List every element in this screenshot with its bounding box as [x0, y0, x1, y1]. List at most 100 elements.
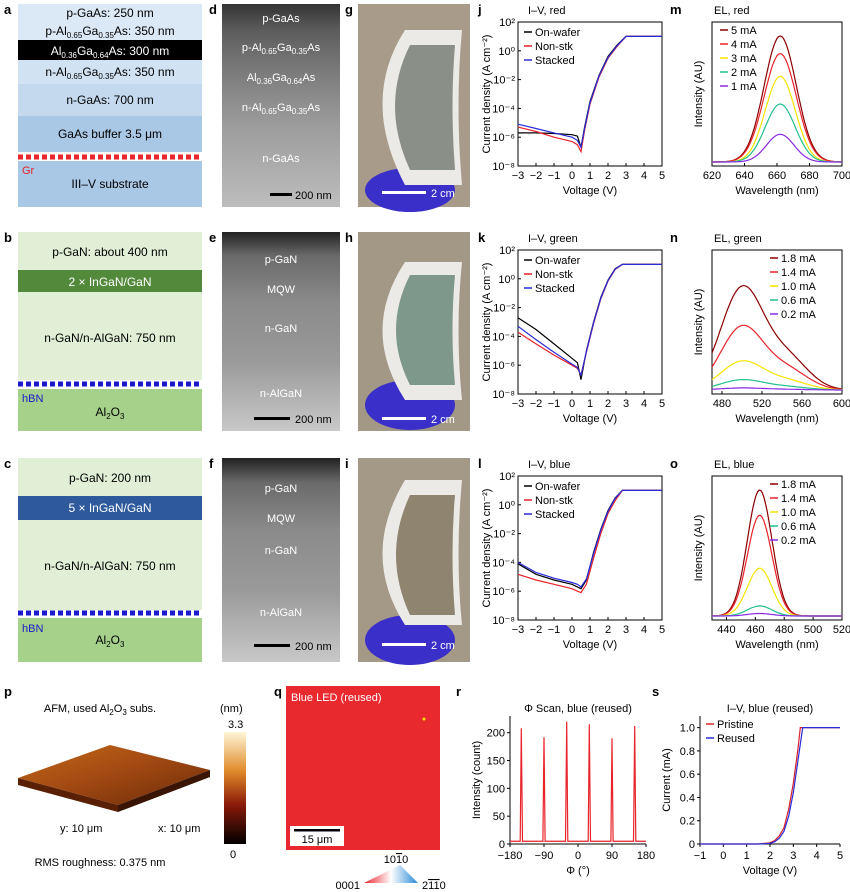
layer-algaas-active: [18, 40, 202, 60]
y-tick-label: 100: [487, 783, 505, 795]
panel-h: h 2 cm: [345, 230, 470, 431]
panel-letter-p: p: [4, 684, 12, 699]
x-tick-label: −1: [548, 398, 561, 410]
legend-label: 0.2 mA: [781, 309, 817, 321]
layer-label: 2 × InGaN/GaN: [68, 275, 151, 289]
y-tick-label: 0.6: [680, 769, 695, 781]
x-tick-label: 0: [569, 170, 575, 182]
layer-label: n-GaN/n-AlGaN: 750 nm: [44, 331, 175, 345]
scale-bar: [294, 829, 340, 832]
x-tick-label: 620: [703, 170, 721, 182]
el-spectrum: [712, 612, 842, 617]
scale-bar-label: 2 cm: [431, 640, 455, 652]
sem-label: p-GaAs: [262, 13, 300, 25]
panel-i: i 2 cm: [345, 456, 470, 665]
x-tick-label: 1: [744, 850, 750, 862]
chart-title: I–V, blue: [528, 459, 570, 471]
ebsd-spot: [422, 717, 426, 721]
el-spectrum: [711, 387, 842, 391]
scale-bar: [382, 643, 426, 646]
scale-bar-label: 200 nm: [295, 641, 332, 653]
x-axis-label: Wavelength (nm): [735, 185, 818, 197]
led-wafer: [396, 275, 455, 385]
x-tick-label: 520: [753, 398, 771, 410]
y-tick-label: 10⁻⁸: [492, 161, 515, 173]
x-axis-label: Voltage (V): [563, 639, 617, 651]
y-axis-label: Intensity (AU): [693, 515, 705, 582]
x-tick-label: 480: [775, 624, 793, 636]
x-tick-label: 480: [713, 398, 731, 410]
layer-label: Al0.36Ga0.64As: 300 nm: [51, 44, 170, 60]
afm-surface: [18, 745, 210, 805]
x-tick-label: 3: [790, 850, 796, 862]
series-line-non-stk: [517, 489, 662, 594]
legend-label: On-wafer: [535, 27, 581, 39]
layer-label: p-GaN: about 400 nm: [52, 245, 167, 259]
ipf-label-left: 0001: [336, 880, 360, 892]
y-tick-label: 10²: [499, 245, 515, 257]
y-axis-label: Current (mA): [661, 748, 673, 812]
y-tick-label: 10⁻⁶: [492, 360, 515, 372]
scale-bar-label: 2 cm: [431, 414, 455, 426]
ebsd-title: Blue LED (reused): [291, 692, 382, 704]
x-tick-label: 440: [717, 624, 735, 636]
legend-label: Reused: [717, 733, 755, 745]
chart-title: I–V, blue (reused): [727, 703, 813, 715]
led-wafer: [395, 45, 455, 170]
legend-label: 2 mA: [731, 67, 757, 79]
x-tick-label: −3: [512, 398, 525, 410]
layer-label: 5 × InGaN/GaN: [68, 501, 151, 515]
x-tick-label: 660: [768, 170, 786, 182]
x-tick-label: 680: [800, 170, 818, 182]
legend-label: 1.0 mA: [781, 507, 817, 519]
sem-label: n-GaN: [265, 323, 297, 335]
scale-bar: [270, 193, 292, 196]
panel-g: g 2 cm: [345, 2, 470, 212]
panel-letter-q: q: [274, 684, 282, 699]
x-tick-label: 0: [720, 850, 726, 862]
el-spectrum: [712, 103, 842, 163]
x-tick-label: 1: [587, 170, 593, 182]
panel-letter-b: b: [4, 230, 12, 245]
chart-title: I–V, green: [528, 233, 578, 245]
panel-letter-r: r: [456, 684, 461, 699]
panel-f: f p-GaN MQW n-GaN n-AlGaN 200 nm: [209, 456, 340, 662]
x-tick-label: 500: [804, 624, 822, 636]
el-chart-green: EL, green 480 520 560 600 Wavelength (nm) Inte…: [693, 233, 850, 425]
x-tick-label: 5: [659, 170, 665, 182]
chart-title: EL, red: [714, 5, 749, 17]
series-line-reused: [700, 727, 840, 845]
legend-label: 0.6 mA: [781, 521, 817, 533]
chart-title: EL, green: [714, 233, 762, 245]
chart-title: EL, blue: [714, 459, 754, 471]
el-spectrum: [712, 133, 842, 163]
x-tick-label: 3: [623, 624, 629, 636]
layer-p-gaas: [18, 4, 202, 22]
x-tick-label: 4: [641, 624, 647, 636]
el-spectrum: [711, 285, 843, 390]
y-axis-label: Current density (A cm⁻²): [481, 489, 493, 608]
panel-letter-g: g: [345, 2, 353, 17]
y-tick-label: 10⁻²: [493, 529, 515, 541]
legend-label: 0.6 mA: [781, 295, 817, 307]
legend-label: 4 mA: [731, 39, 757, 51]
layer-p-gan: [18, 458, 202, 496]
el-chart-red: EL, red 620 640 660 680 700 Wavelength (nm) Int…: [693, 5, 850, 197]
afm-rms: RMS roughness: 0.375 nm: [35, 857, 166, 869]
panel-letter-f: f: [209, 456, 214, 471]
colorbar-min: 0: [230, 849, 236, 861]
legend-label: Pristine: [717, 719, 754, 731]
el-spectrum: [711, 360, 843, 391]
legend-label: Non-stk: [535, 269, 573, 281]
layer-label: III–V substrate: [71, 177, 149, 191]
sem-label: n-AlGaN: [260, 607, 302, 619]
x-tick-label: 3: [623, 398, 629, 410]
afm-title: AFM, used Al2O3 subs.: [44, 703, 156, 717]
series-line-on-wafer: [518, 35, 662, 148]
layer-mqw: [18, 270, 202, 292]
layer-p-algaas: [18, 22, 202, 40]
plot-frame: [711, 475, 843, 621]
y-tick-label: 10⁻⁶: [492, 132, 515, 144]
